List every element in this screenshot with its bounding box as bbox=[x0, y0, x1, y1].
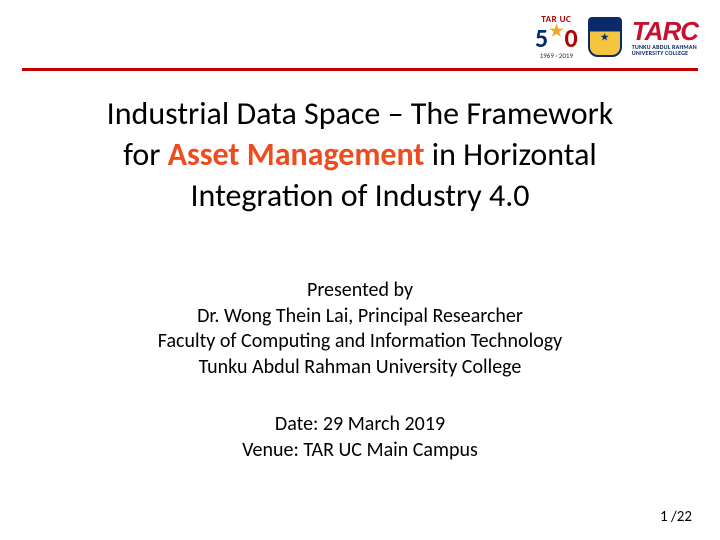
logo-tarc-word: TARC bbox=[632, 18, 698, 44]
title-line-1: Industrial Data Space – The Framework bbox=[40, 94, 680, 135]
logo-50-years-range: 1969 · 2019 bbox=[540, 51, 573, 60]
title-highlight: Asset Management bbox=[168, 135, 425, 174]
title-line-2: for Asset Management in Horizontal bbox=[40, 135, 680, 176]
star-icon: ★ bbox=[549, 24, 563, 40]
logo-50-number: 5★0 bbox=[535, 25, 578, 51]
presenter-institution: Tunku Abdul Rahman University College bbox=[40, 355, 680, 381]
presented-by: Presented by bbox=[40, 278, 680, 304]
logo-50-years: TAR UC 5★0 1969 · 2019 bbox=[535, 14, 578, 60]
title-line-3: Integration of Industry 4.0 bbox=[40, 176, 680, 217]
crest-icon: ★ bbox=[601, 32, 609, 43]
logo-tarc: TARC TUNKU ABDUL RAHMAN UNIVERSITY COLLE… bbox=[632, 18, 698, 56]
header-rule bbox=[22, 68, 698, 71]
page-number: 1 /22 bbox=[660, 508, 692, 526]
logo-tarc-sub2: UNIVERSITY COLLEGE bbox=[632, 50, 689, 56]
logo-crest: ★ bbox=[588, 17, 622, 57]
slide-title: Industrial Data Space – The Framework fo… bbox=[40, 94, 680, 217]
presentation-venue: Venue: TAR UC Main Campus bbox=[40, 438, 680, 464]
header-logos: TAR UC 5★0 1969 · 2019 ★ TARC TUNKU ABDU… bbox=[0, 0, 720, 68]
presenter-faculty: Faculty of Computing and Information Tec… bbox=[40, 329, 680, 355]
presenter-block: Presented by Dr. Wong Thein Lai, Princip… bbox=[40, 278, 680, 380]
date-venue-block: Date: 29 March 2019 Venue: TAR UC Main C… bbox=[40, 412, 680, 463]
presentation-date: Date: 29 March 2019 bbox=[40, 412, 680, 438]
presenter-name: Dr. Wong Thein Lai, Principal Researcher bbox=[40, 304, 680, 330]
